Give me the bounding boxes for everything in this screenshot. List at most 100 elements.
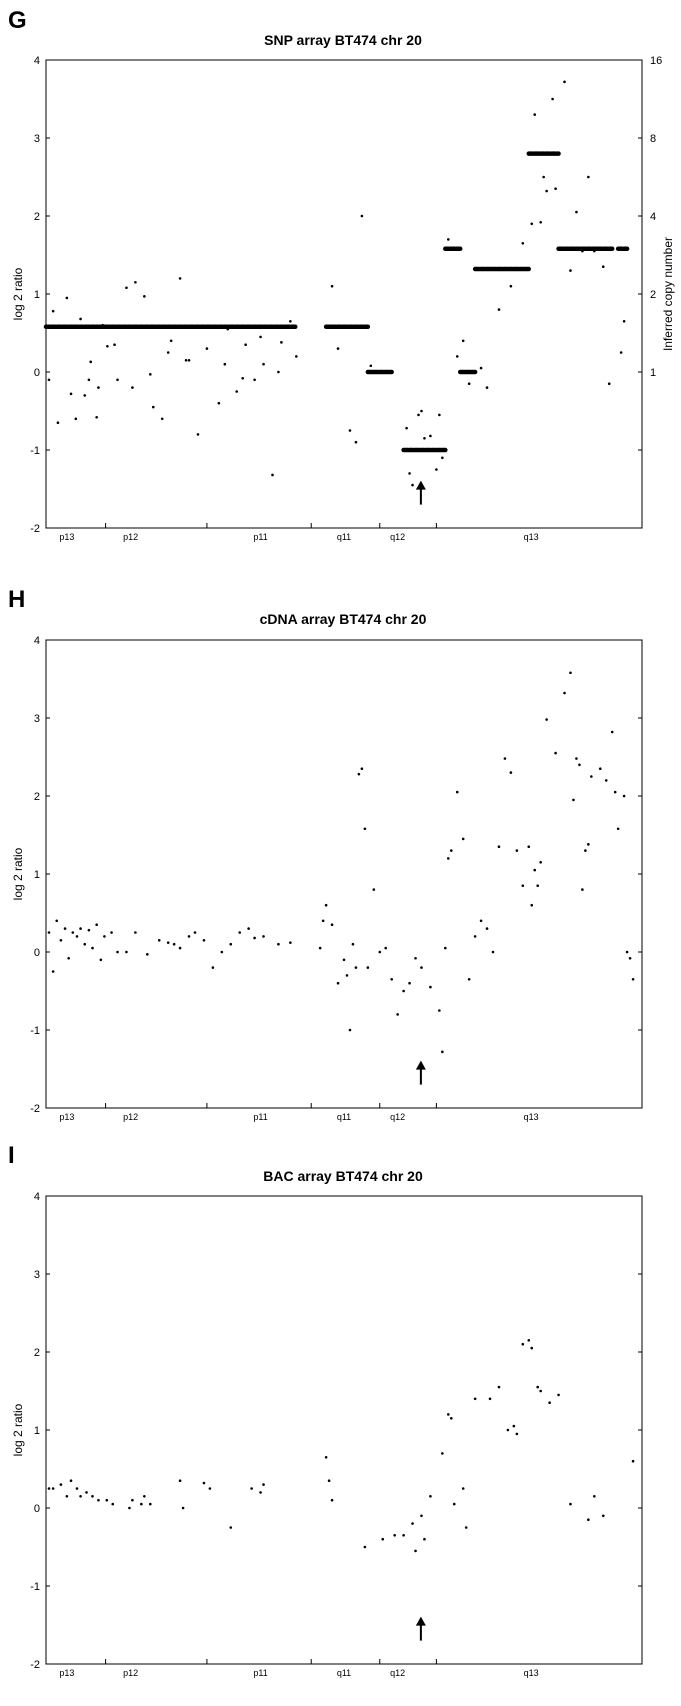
data-point	[521, 1342, 525, 1346]
data-point	[87, 378, 91, 382]
data-point	[59, 1483, 63, 1486]
data-point	[363, 1545, 367, 1549]
data-point	[166, 351, 170, 354]
y-axis-label: log 2 ratio	[11, 267, 25, 320]
data-point	[408, 472, 411, 475]
data-point	[447, 857, 450, 860]
data-point	[63, 927, 67, 930]
data-point	[533, 868, 537, 872]
data-point	[97, 1498, 100, 1502]
data-point	[601, 1514, 605, 1518]
data-point	[449, 1417, 453, 1420]
data-point	[229, 1526, 233, 1529]
data-point	[402, 1534, 405, 1537]
data-point	[262, 362, 265, 366]
data-point	[105, 1498, 109, 1502]
data-point	[461, 837, 465, 841]
data-point	[515, 849, 519, 852]
y-tick-label: 1	[34, 869, 40, 881]
band-label-p13: p13	[59, 1668, 74, 1678]
data-point	[318, 946, 322, 950]
data-point	[485, 386, 489, 389]
data-point	[79, 317, 82, 321]
data-point	[467, 382, 471, 386]
data-point	[354, 440, 358, 444]
plot-area-g: -2 -1 0 1 2 3 4 log 2 ratio 1 2 4 8 16 Inferred copy …	[11, 55, 675, 542]
data-point	[65, 1495, 69, 1498]
y-tick-label: -1	[30, 445, 40, 457]
data-point	[83, 942, 87, 946]
data-point	[509, 771, 513, 774]
panel-i: I BAC array BT474 chr 20 -2 -1 0 1 2 3 4 log 2 …	[8, 1142, 643, 1678]
data-point	[324, 903, 328, 907]
plot-frame-g	[45, 59, 643, 529]
data-point	[47, 931, 51, 934]
data-point	[578, 763, 581, 767]
data-point	[491, 950, 495, 954]
data-point	[262, 1483, 265, 1486]
data-point	[143, 295, 146, 298]
band-label-q11: q11	[337, 1668, 351, 1678]
data-point	[51, 970, 55, 973]
data-point	[134, 931, 137, 934]
data-point	[289, 320, 292, 323]
right-tick-label: 1	[650, 367, 656, 379]
data-point	[381, 1537, 385, 1541]
data-point	[441, 456, 444, 460]
data-point	[569, 269, 572, 272]
data-point	[506, 1428, 510, 1432]
data-point	[396, 1013, 399, 1016]
data-point	[622, 320, 626, 323]
panel-h: H cDNA array BT474 chr 20 -2 -1 0 1 2 3 4 log 2…	[8, 586, 643, 1122]
data-point	[97, 386, 100, 389]
data-point	[116, 950, 119, 954]
data-point	[262, 935, 265, 938]
band-label-p12: p12	[123, 532, 138, 542]
y-tick-label: 2	[34, 1347, 40, 1359]
data-point	[429, 985, 432, 989]
y-tick-label: -1	[30, 1025, 40, 1037]
arrow-head	[415, 1060, 426, 1070]
right-axis-label: Inferred copy number	[661, 237, 675, 351]
data-point	[575, 210, 578, 214]
data-point	[593, 1495, 596, 1498]
y-tick-label: 0	[34, 947, 40, 959]
data-point	[330, 284, 334, 288]
data-point	[604, 779, 608, 782]
data-point	[59, 939, 63, 942]
data-point	[521, 884, 525, 887]
data-point	[271, 473, 274, 477]
data-point	[539, 220, 542, 224]
band-label-q11: q11	[337, 1112, 351, 1122]
y-tick-label: 3	[34, 133, 40, 145]
data-point	[336, 347, 340, 350]
data-point	[628, 956, 632, 960]
data-point	[631, 1459, 635, 1463]
data-point	[65, 296, 69, 300]
data-point	[521, 242, 525, 245]
data-point	[563, 691, 566, 695]
data-point	[208, 1487, 212, 1490]
data-point	[503, 757, 507, 760]
data-point	[467, 978, 471, 981]
data-point	[533, 113, 537, 116]
data-point	[411, 483, 414, 487]
data-point	[259, 335, 262, 339]
data-point	[178, 946, 182, 950]
data-point	[622, 794, 626, 798]
data-point	[47, 1487, 51, 1490]
data-point	[113, 343, 116, 347]
data-point	[178, 1479, 182, 1482]
data-point	[461, 1487, 465, 1490]
band-label-q13: q13	[524, 1112, 539, 1122]
data-point	[187, 935, 191, 938]
data-point	[196, 433, 200, 436]
chart-title-g: SNP array BT474 chr 20	[264, 32, 422, 48]
data-point	[557, 1393, 560, 1397]
data-point	[277, 370, 280, 374]
data-point	[384, 946, 388, 950]
data-point	[247, 927, 250, 930]
data-point	[539, 861, 542, 864]
band-label-p12: p12	[123, 1668, 138, 1678]
data-point	[67, 956, 70, 960]
